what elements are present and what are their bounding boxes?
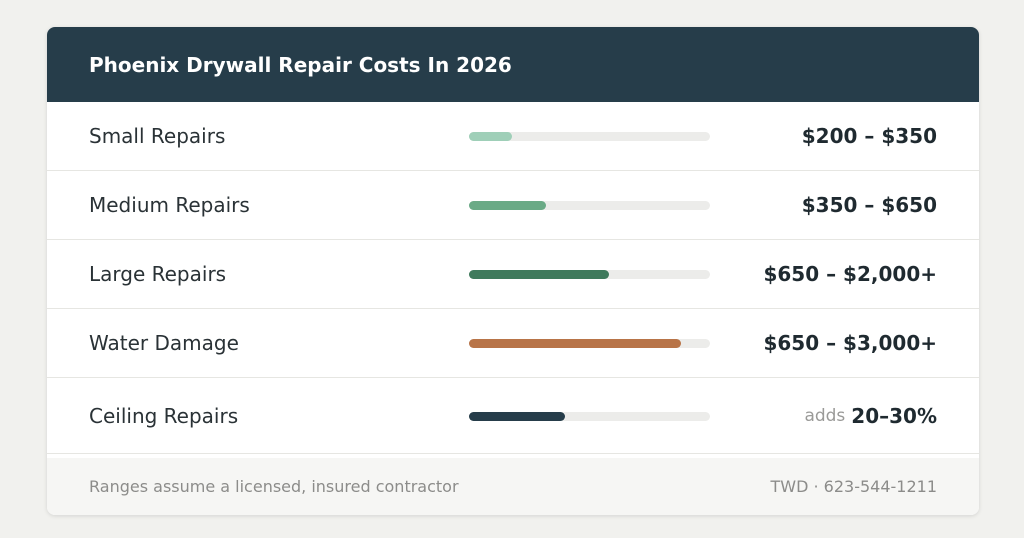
cost-bar xyxy=(469,411,566,421)
range-value: $650 – $3,000+ xyxy=(763,331,937,355)
cost-row: Ceiling Repairs adds 20–30% xyxy=(47,378,979,454)
row-label: Small Repairs xyxy=(89,124,226,148)
cost-range: $350 – $650 xyxy=(802,171,937,239)
cost-bar xyxy=(469,201,547,210)
cost-bar xyxy=(469,270,609,279)
cost-card: Phoenix Drywall Repair Costs In 2026 Sma… xyxy=(47,27,979,515)
range-value: 20–30% xyxy=(851,403,937,428)
footer-contact: TWD · 623-544-1211 xyxy=(770,477,937,496)
cost-row: Water Damage $650 – $3,000+ xyxy=(47,309,979,378)
footer: Ranges assume a licensed, insured contra… xyxy=(47,458,979,515)
cost-range: $200 – $350 xyxy=(802,102,937,170)
cost-row: Medium Repairs $350 – $650 xyxy=(47,171,979,240)
row-label: Large Repairs xyxy=(89,262,227,286)
range-value: $200 – $350 xyxy=(801,124,937,148)
range-prefix: adds xyxy=(804,405,846,426)
rows: Small Repairs $200 – $350 Medium Repairs $3… xyxy=(47,102,979,454)
bar-track xyxy=(469,411,710,421)
bar-track xyxy=(469,339,710,348)
cost-bar xyxy=(469,339,682,348)
cost-range: $650 – $3,000+ xyxy=(763,309,937,377)
card-header: Phoenix Drywall Repair Costs In 2026 xyxy=(47,27,979,102)
row-label: Water Damage xyxy=(89,331,239,355)
footer-note: Ranges assume a licensed, insured contra… xyxy=(89,477,459,496)
row-label: Ceiling Repairs xyxy=(89,403,239,428)
cost-range: $650 – $2,000+ xyxy=(763,240,937,308)
range-value: $650 – $2,000+ xyxy=(763,262,937,286)
row-label: Medium Repairs xyxy=(89,193,250,217)
bar-track xyxy=(469,201,710,210)
range-value: $350 – $650 xyxy=(801,193,937,217)
bar-track xyxy=(469,270,710,279)
title: Phoenix Drywall Repair Costs In 2026 xyxy=(89,52,512,77)
cost-row: Large Repairs $650 – $2,000+ xyxy=(47,240,979,309)
cost-range: adds 20–30% xyxy=(804,378,937,453)
cost-row: Small Repairs $200 – $350 xyxy=(47,102,979,171)
cost-bar xyxy=(469,132,513,141)
bar-track xyxy=(469,132,710,141)
